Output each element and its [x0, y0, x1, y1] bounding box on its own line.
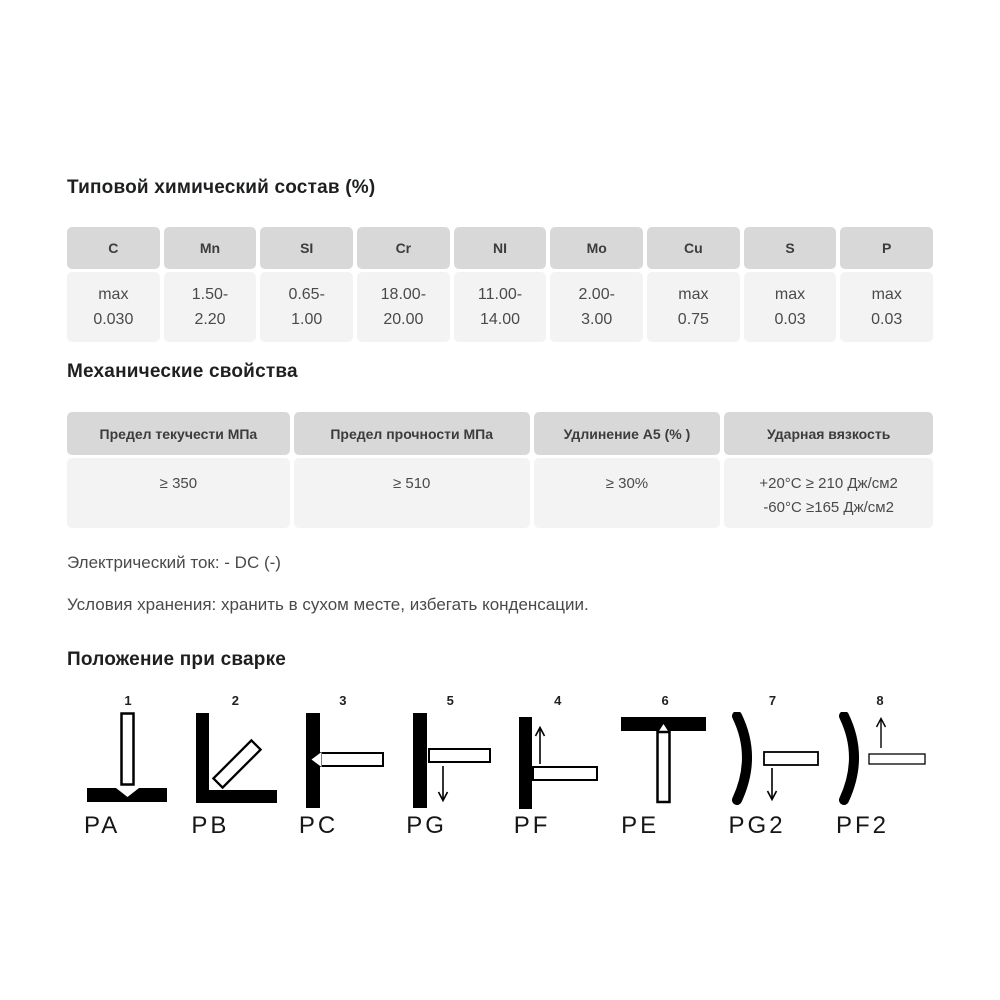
mech-header-row: Предел текучести МПа Предел прочности МП… [67, 412, 933, 455]
position-label: PF [513, 812, 551, 839]
position-number: 7 [768, 693, 777, 708]
position-number: 8 [876, 693, 884, 708]
chemical-composition-title: Типовой химический состав (%) [67, 177, 376, 198]
yield-strength-cell: ≥ 350 [67, 458, 290, 528]
position-label: PE [621, 812, 660, 839]
mechanical-properties-title: Механические свойства [67, 361, 298, 382]
mech-header-cell: Предел текучести МПа [67, 412, 290, 455]
chem-value-cell: 2.00- 3.00 [550, 272, 644, 342]
chem-value-cell: max 0.03 [840, 272, 934, 342]
storage-conditions-line: Условия хранения: хранить в сухом месте,… [67, 595, 589, 614]
chem-header-cell: Cu [647, 227, 740, 269]
position-number: 4 [554, 693, 562, 708]
chem-header-cell: Cr [357, 227, 450, 269]
chem-header-cell: Mo [550, 227, 644, 269]
welding-positions-title: Положение при сварке [67, 649, 287, 670]
chem-value-cell: max 0.03 [743, 272, 837, 342]
pipe-up-diagram-icon [838, 712, 926, 805]
chem-data-row: max 0.030 1.50- 2.20 0.65- 1.00 18.00- 20.00… [67, 272, 934, 342]
spec-content: Типовой химический состав (%) C Mn SI Cr… [67, 0, 934, 840]
chem-value-cell: 18.00- 20.00 [357, 272, 450, 342]
chem-header-row: C Mn SI Cr NI Mo Cu S P [67, 227, 934, 269]
mech-header-cell: Удлинение А5 (% ) [533, 412, 721, 455]
electric-current-line: Электрический ток: - DC (-) [67, 553, 281, 572]
welding-position-pc: 3 PC [294, 693, 392, 840]
chem-header-cell: SI [260, 227, 354, 269]
position-label: PA [84, 812, 121, 839]
chem-header-cell: C [67, 227, 160, 269]
position-number: 6 [661, 693, 669, 708]
chem-header-cell: P [840, 227, 934, 269]
welding-positions-row: 1 PA 2 PB 3 [67, 693, 933, 840]
mech-data-row: ≥ 350 ≥ 510 ≥ 30% +20°C ≥ 210 Дж/см2 -60… [67, 458, 933, 528]
chem-header-cell: S [743, 227, 837, 269]
chem-header-cell: NI [453, 227, 547, 269]
elongation-cell: ≥ 30% [533, 458, 721, 528]
chemical-composition-table: C Mn SI Cr NI Mo Cu S P max 0.030 1.50- 2.… [67, 227, 934, 342]
welding-position-pa: 1 PA [79, 693, 177, 840]
chem-value-cell: max 0.75 [647, 272, 740, 342]
chem-value-cell: 11.00- 14.00 [453, 272, 547, 342]
mech-header-cell: Предел прочности МПа [293, 412, 530, 455]
position-label: PG2 [728, 812, 786, 839]
position-number: 2 [231, 693, 240, 708]
flat-position-diagram-icon [87, 712, 167, 802]
chem-value-cell: 1.50- 2.20 [163, 272, 257, 342]
impact-toughness-cell: +20°C ≥ 210 Дж/см2 -60°C ≥165 Дж/см2 [724, 458, 933, 528]
pipe-down-diagram-icon [731, 712, 819, 805]
position-number: 3 [339, 693, 347, 708]
vertical-down-diagram-icon [413, 713, 492, 808]
welding-position-pf2: 8 PF2 [831, 693, 929, 840]
chem-value-cell: max 0.030 [67, 272, 160, 342]
welding-position-pg: 5 PG [401, 693, 499, 840]
position-label: PC [298, 812, 339, 839]
position-number: 5 [446, 693, 454, 708]
tensile-strength-cell: ≥ 510 [293, 458, 530, 528]
welding-position-pg2: 7 PG2 [724, 693, 822, 840]
position-label: PF2 [835, 812, 889, 839]
position-label: PB [191, 812, 230, 839]
welding-position-pf: 4 PF [509, 693, 607, 840]
horizontal-fillet-diagram-icon [196, 713, 278, 803]
horizontal-position-diagram-icon [305, 713, 384, 808]
mech-header-cell: Ударная вязкость [724, 412, 933, 455]
position-label: PG [406, 812, 447, 839]
vertical-up-diagram-icon [518, 717, 598, 809]
chem-value-cell: 0.65- 1.00 [260, 272, 354, 342]
welding-position-pb: 2 PB [186, 693, 284, 840]
overhead-position-diagram-icon [621, 717, 707, 804]
welding-position-pe: 6 PE [616, 693, 714, 840]
mechanical-properties-table: Предел текучести МПа Предел прочности МП… [67, 412, 933, 528]
chem-header-cell: Mn [163, 227, 257, 269]
position-number: 1 [124, 693, 132, 708]
